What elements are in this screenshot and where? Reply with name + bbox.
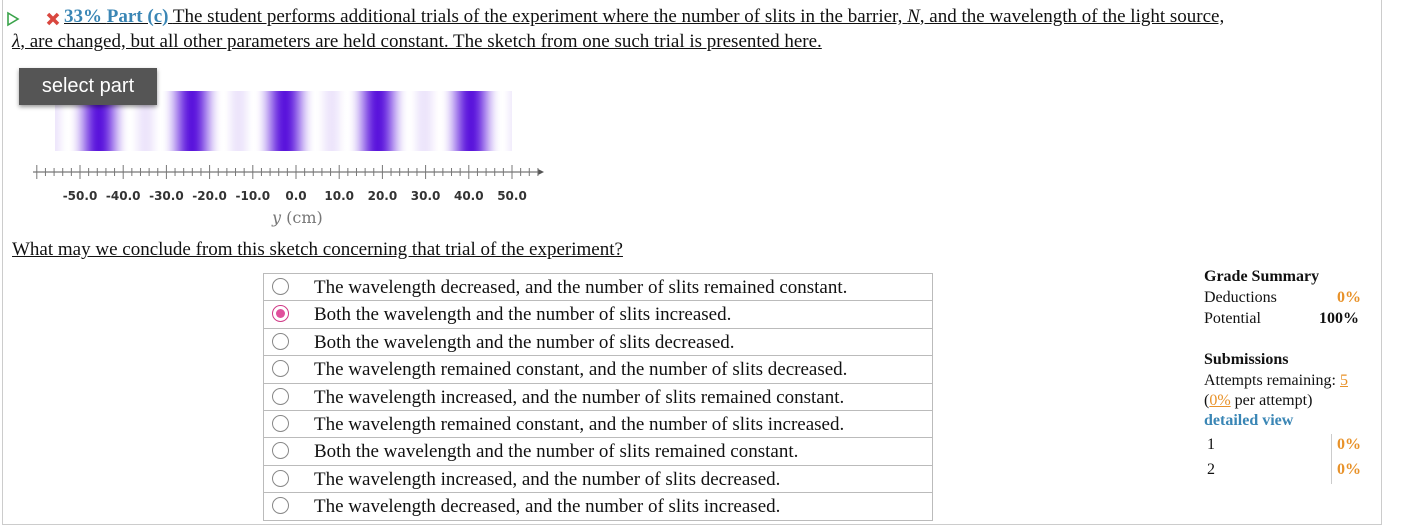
radio-button[interactable] xyxy=(272,332,289,350)
option-text: The wavelength remained constant, and th… xyxy=(314,359,848,381)
radio-button[interactable] xyxy=(272,442,289,460)
radio-button[interactable] xyxy=(272,278,289,295)
option-text: The wavelength decreased, and the number… xyxy=(314,496,781,518)
select-part-button[interactable]: select part xyxy=(19,68,157,105)
radio-button[interactable] xyxy=(272,414,289,432)
radio-button[interactable] xyxy=(272,305,289,323)
axis-unit: (cm) xyxy=(286,208,323,227)
option-row[interactable]: The wavelength remained constant, and th… xyxy=(263,356,933,384)
axis-arrow xyxy=(538,169,544,175)
option-text: The wavelength increased, and the number… xyxy=(314,386,845,408)
tick-label: 20.0 xyxy=(368,189,398,203)
attempts-label: Attempts remaining: xyxy=(1204,372,1336,389)
axis-var: y xyxy=(271,208,282,227)
attempts-line: Attempts remaining: 5 xyxy=(1204,372,1348,390)
grade-summary-title: Grade Summary xyxy=(1204,268,1320,285)
open-paren: ( xyxy=(1204,392,1210,409)
frame xyxy=(2,0,1382,525)
submission-score: 0% xyxy=(1337,436,1361,453)
potential-label: Potential xyxy=(1204,310,1261,327)
tick-label: 30.0 xyxy=(411,189,441,203)
per-attempt-label: per attempt) xyxy=(1234,392,1313,409)
radio-button[interactable] xyxy=(272,469,289,487)
option-text: Both the wavelength and the number of sl… xyxy=(314,441,799,463)
tick-label: -10.0 xyxy=(236,189,271,203)
variable: N xyxy=(907,6,920,27)
tick-label: -30.0 xyxy=(149,189,184,203)
tick-label: 0.0 xyxy=(285,189,306,203)
tick-label: 40.0 xyxy=(454,189,484,203)
potential-value: 100% xyxy=(1319,310,1359,327)
status-icons xyxy=(7,11,60,27)
option-row[interactable]: Both the wavelength and the number of sl… xyxy=(263,328,933,357)
submission-number: 2 xyxy=(1207,461,1215,478)
variable: λ xyxy=(12,31,21,52)
attempts-value: 5 xyxy=(1339,372,1348,389)
option-text: Both the wavelength and the number of sl… xyxy=(314,331,735,353)
fringe-figure: y (cm) -50.0 -40.0 -30.0 -20.0 -10.0 0.0 10.0 2… xyxy=(33,91,544,227)
submission-number: 1 xyxy=(1207,436,1215,453)
radio-button[interactable] xyxy=(272,387,289,405)
option-text: The wavelength remained constant, and th… xyxy=(314,413,845,435)
radio-button[interactable] xyxy=(272,497,289,515)
radio-button[interactable] xyxy=(272,360,289,378)
axis-label: y (cm) xyxy=(271,208,323,227)
option-row[interactable]: The wavelength remained constant, and th… xyxy=(263,410,933,439)
wrong-icon xyxy=(46,12,60,26)
option-row[interactable]: The wavelength increased, and the number… xyxy=(263,383,933,411)
header-line-1: 33% Part (c) The student performs additi… xyxy=(64,6,1224,28)
part-label[interactable]: Part (c) xyxy=(106,6,169,27)
tick-label: -40.0 xyxy=(106,189,141,203)
deductions-label: Deductions xyxy=(1204,289,1277,306)
option-text: Both the wavelength and the number of sl… xyxy=(314,304,732,326)
tick-label: -20.0 xyxy=(192,189,227,203)
per-attempt-value: 0% xyxy=(1209,392,1231,409)
option-row[interactable]: The wavelength decreased, and the number… xyxy=(263,493,933,521)
header-text: The student performs additional trials o… xyxy=(172,6,908,27)
submissions-title: Submissions xyxy=(1204,351,1289,368)
expand-icon xyxy=(7,11,20,27)
header-text: , and the wavelength of the light source… xyxy=(919,6,1225,27)
option-row[interactable]: Both the wavelength and the number of sl… xyxy=(263,301,933,329)
tick-label: -50.0 xyxy=(63,189,98,203)
part-percent[interactable]: 33% xyxy=(64,6,102,27)
header-line-2: λ, are changed, but all other parameters… xyxy=(12,31,822,53)
question: What may we conclude from this sketch co… xyxy=(12,239,623,260)
tick-label: 10.0 xyxy=(324,189,354,203)
deductions-value: 0% xyxy=(1337,289,1361,306)
divider xyxy=(1331,434,1332,484)
submission-score: 0% xyxy=(1337,461,1361,478)
per-attempt-line: (0% per attempt) xyxy=(1204,392,1312,410)
option-text: The wavelength decreased, and the number… xyxy=(314,277,848,298)
option-text: The wavelength increased, and the number… xyxy=(314,468,781,490)
options-list: The wavelength decreased, and the number… xyxy=(263,273,933,521)
option-row[interactable]: Both the wavelength and the number of sl… xyxy=(263,438,933,466)
header-text: , are changed, but all other parameters … xyxy=(20,31,822,52)
option-row[interactable]: The wavelength decreased, and the number… xyxy=(263,274,933,302)
detailed-view-link[interactable]: detailed view xyxy=(1204,412,1294,429)
tick-label: 50.0 xyxy=(497,189,527,203)
option-row[interactable]: The wavelength increased, and the number… xyxy=(263,465,933,494)
